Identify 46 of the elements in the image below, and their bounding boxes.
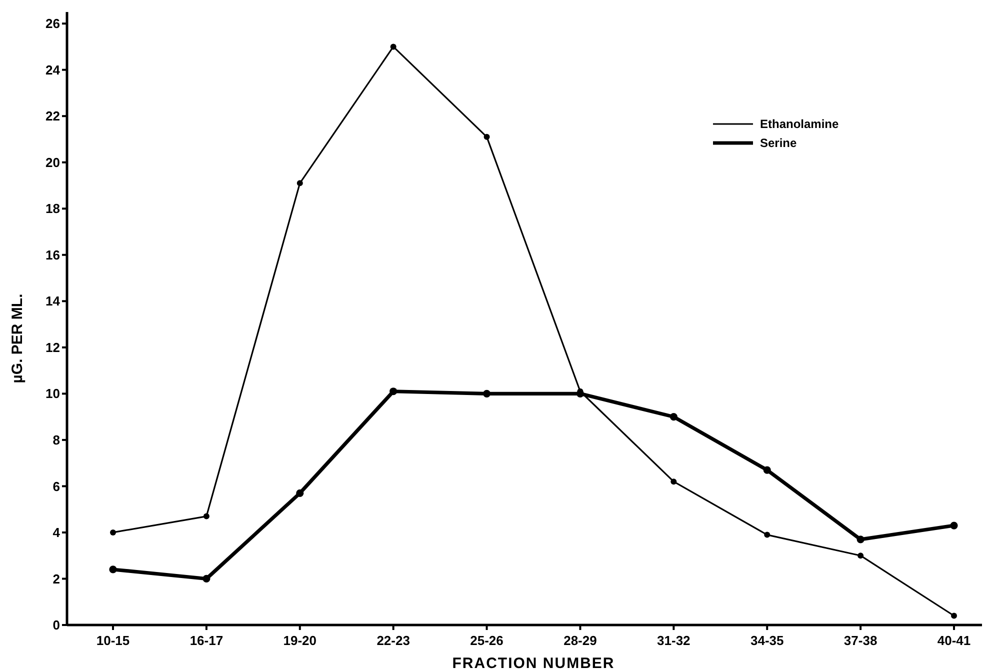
x-tick-label: 34-35 [750,633,784,648]
y-tick-label: 2 [52,571,60,586]
point [296,489,304,497]
y-tick-label: 14 [46,294,61,309]
x-tick-label: 31-32 [657,633,690,648]
x-tick-label: 40-41 [937,633,971,648]
y-tick-label: 10 [46,386,60,402]
y-axis-title: µG. PER ML. [9,294,26,384]
y-tick-label: 4 [52,525,61,540]
y-tick-label: 20 [46,154,60,170]
point [202,574,210,583]
point [390,44,396,50]
y-tick-label: 26 [46,16,60,32]
y-tick-label: 22 [46,108,60,124]
x-axis-title: FRACTION NUMBER [452,655,615,672]
point [951,612,957,619]
point [203,513,210,520]
y-tick-label: 12 [46,340,60,355]
point [484,134,490,140]
point [670,413,678,421]
legend-label: Ethanolamine [760,117,840,132]
point [110,529,116,536]
y-tick-label: 24 [46,62,61,78]
x-tick-label: 22-23 [376,633,410,648]
point [109,566,117,574]
x-tick-label: 19-20 [283,633,317,648]
x-tick-label: 16-17 [190,633,224,648]
x-tick-label: 37-38 [844,633,878,648]
legend-label: Serine [760,136,798,150]
y-tick-label: 18 [46,201,60,216]
y-tick-label: 6 [52,478,60,494]
x-tick-label: 25-26 [470,633,504,648]
y-tick-label: 0 [52,618,60,633]
x-tick-label: 10-15 [96,633,130,648]
point [858,552,864,559]
y-tick-label: 16 [46,247,60,262]
point [670,478,677,485]
point [390,388,398,396]
y-tick-label: 8 [52,432,60,448]
point [763,466,771,474]
point [764,532,770,538]
x-tick-label: 28-29 [564,633,597,648]
point [856,536,864,544]
point [482,390,491,398]
point [296,180,303,186]
point [950,522,958,530]
